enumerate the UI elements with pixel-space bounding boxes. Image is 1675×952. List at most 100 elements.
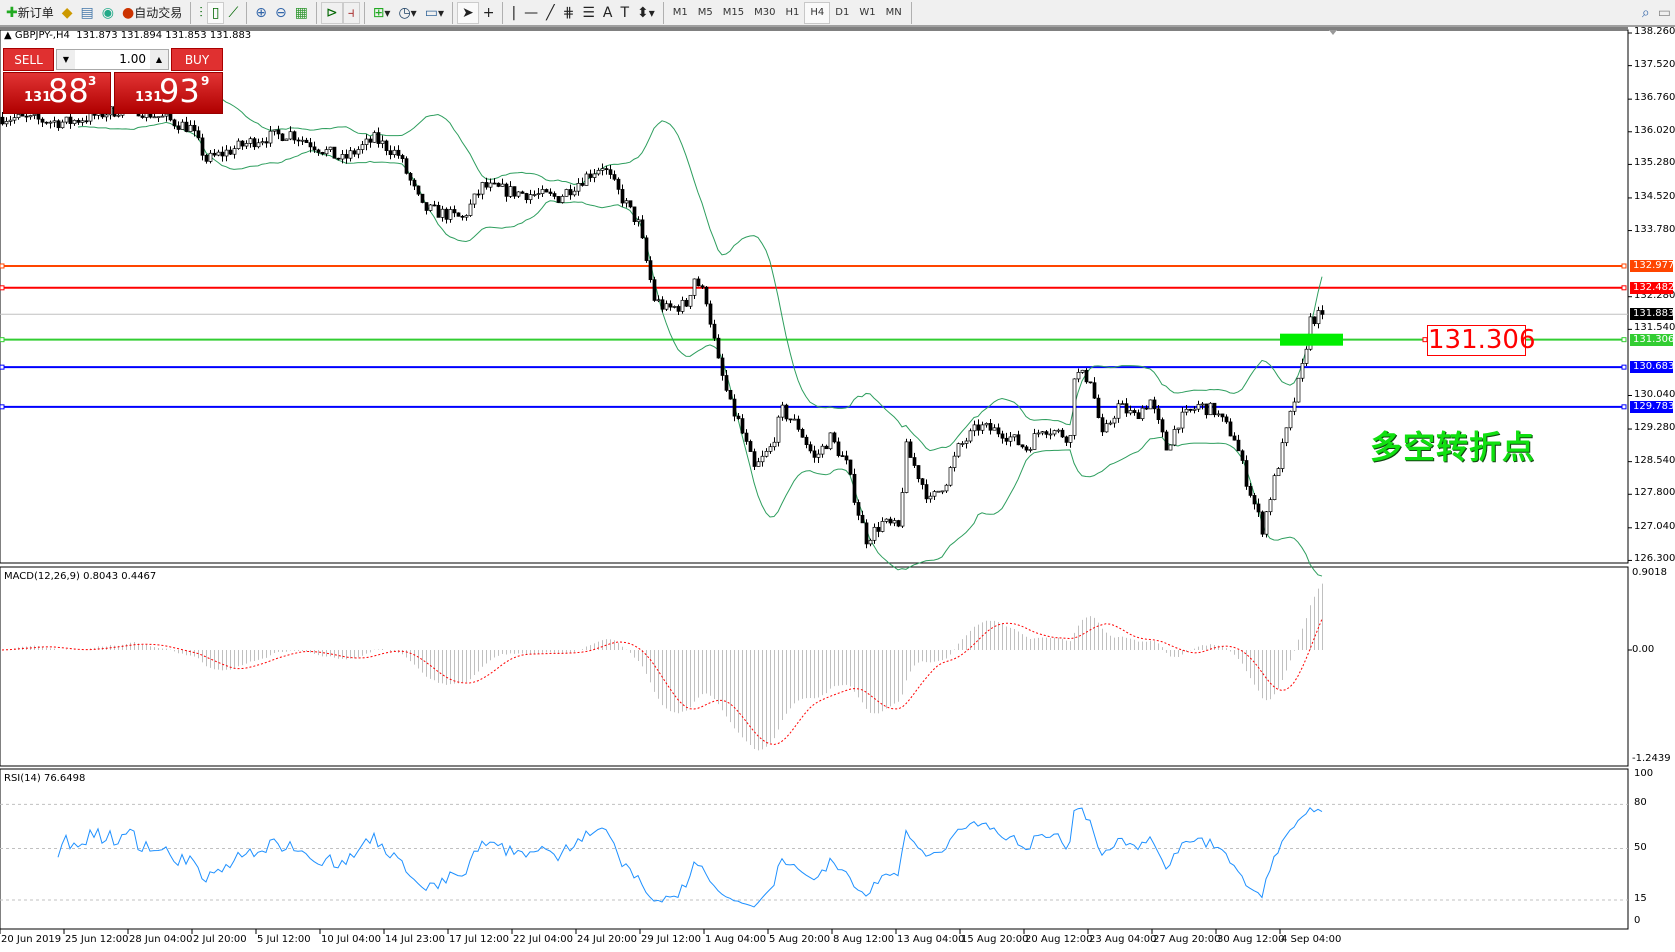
candle-bearish [432, 204, 437, 207]
timeframe-m1[interactable]: M1 [672, 7, 688, 18]
candle-bullish [1200, 403, 1205, 406]
candle-bearish [988, 423, 993, 431]
price-annotation-label[interactable]: 131.306 [1427, 325, 1536, 356]
signal-icon: ◉ [101, 4, 114, 21]
candle-bullish [12, 117, 17, 121]
candle-bearish [68, 116, 73, 124]
candle-bullish [928, 495, 933, 500]
timeframe-w1[interactable]: W1 [859, 7, 876, 18]
horizontal-line-button[interactable]: — [520, 2, 542, 24]
chat-button[interactable]: ▭ [1654, 2, 1675, 24]
sell-button[interactable]: SELL [3, 48, 54, 71]
candle-bullish [636, 219, 641, 222]
trendline-button[interactable]: ╱ [542, 2, 558, 24]
collapse-triangle-icon[interactable]: ▲ [4, 30, 15, 41]
candle-bullish [216, 151, 221, 156]
timeframe-d1[interactable]: D1 [835, 7, 850, 18]
equidistant-channel-button[interactable]: ⋕ [559, 2, 579, 24]
chart-shift-button[interactable]: ⫞ [342, 1, 360, 24]
timeframe-m15[interactable]: M15 [722, 7, 745, 18]
candle-bullish [1292, 401, 1297, 412]
lot-decrease-button[interactable]: ▼ [57, 50, 75, 69]
price-tick-label: 127.040 [1634, 520, 1675, 532]
bar-chart-button[interactable]: ⫶ [195, 2, 207, 24]
vertical-line-button[interactable]: | [507, 2, 520, 24]
candle-bearish [712, 323, 717, 339]
navigator-button[interactable]: ▤ [77, 2, 98, 24]
lot-value[interactable]: 1.00 [119, 52, 146, 66]
level-anchor-handle [1621, 364, 1627, 370]
candle-bearish [1164, 431, 1169, 451]
periods-dropdown[interactable]: ◷ ▾ [398, 4, 417, 21]
candlestick-button[interactable]: ▯ [206, 1, 225, 24]
candle-bearish [368, 138, 373, 143]
auto-scroll-button[interactable]: ⊳ [320, 1, 343, 24]
candle-bearish [376, 132, 381, 144]
candle-bearish [848, 459, 853, 475]
zoom-out-button[interactable]: ⊖ [271, 2, 291, 24]
indicators-dropdown[interactable]: ⊞ ▾ [372, 4, 391, 21]
text-label-button[interactable]: T [616, 2, 633, 24]
timeframe-h4[interactable]: H4 [804, 1, 831, 24]
candle-bearish [292, 131, 297, 141]
timeframe-mn[interactable]: MN [885, 7, 902, 18]
arrows-dropdown[interactable]: ⬍ ▾ [637, 4, 655, 21]
timeframe-m5[interactable]: M5 [697, 7, 713, 18]
auto-trading-button[interactable]: ● 自动交易 [121, 4, 183, 21]
tile-windows-button[interactable]: ▦ [291, 2, 312, 24]
lot-size-input[interactable]: ▼ 1.00 ▲ [56, 49, 169, 70]
candle-bullish [4, 121, 9, 125]
zoom-in-button[interactable]: ⊕ [251, 2, 271, 24]
crosshair-button[interactable]: + [479, 2, 499, 24]
cursor-button[interactable]: ➤ [456, 1, 479, 24]
line-chart-icon: ⟋ [228, 4, 239, 21]
new-order-button[interactable]: ✚ 新订单 [6, 4, 54, 21]
candle-bearish [484, 182, 489, 188]
candle-bearish [740, 418, 745, 434]
price-tick-label: 137.520 [1634, 58, 1675, 70]
candle-bearish [604, 168, 609, 171]
ask-prefix: 131 [135, 90, 163, 105]
candle-bearish [476, 193, 481, 196]
line-chart-button[interactable]: ⟋ [224, 2, 242, 24]
templates-dropdown[interactable]: ▭ ▾ [424, 4, 444, 21]
candle-bullish [952, 455, 957, 468]
candle-bullish [904, 441, 909, 493]
market-watch-button[interactable]: ◆ [58, 2, 77, 24]
candle-bullish [816, 453, 821, 458]
macd-panel-border [0, 566, 1629, 767]
tile-icon: ▦ [294, 4, 308, 21]
candle-bearish [836, 441, 841, 456]
timeframe-h1[interactable]: H1 [785, 7, 800, 18]
timeframe-m30[interactable]: M30 [754, 7, 776, 18]
template-icon: ▭ [424, 4, 438, 21]
rsi-line [57, 807, 1323, 908]
candle-bullish [300, 139, 305, 142]
candle-bearish [1064, 436, 1069, 443]
time-label: 28 Jun 04:00 [129, 934, 193, 945]
candle-bearish [1256, 503, 1261, 513]
time-label: 17 Jul 12:00 [449, 934, 509, 945]
candle-bearish [492, 182, 497, 185]
ask-price[interactable]: 131 93 9 [114, 72, 223, 114]
candle-bearish [0, 116, 5, 125]
lot-increase-button[interactable]: ▲ [150, 50, 168, 69]
time-label: 1 Aug 04:00 [705, 934, 767, 945]
buy-button[interactable]: BUY [171, 48, 223, 71]
clock-icon: ◷ [398, 4, 411, 21]
candle-bearish [588, 173, 593, 178]
candle-bullish [672, 306, 677, 308]
signals-button[interactable]: ◉ [98, 2, 118, 24]
bid-price[interactable]: 131 88 3 [3, 72, 111, 114]
candle-bullish [64, 116, 69, 123]
candle-bearish [1144, 407, 1149, 410]
fibonacci-button[interactable]: ☰ [578, 2, 599, 24]
candle-bullish [80, 120, 85, 123]
toolbar-separator [502, 1, 504, 24]
reversal-point-annotation[interactable]: 多空转折点 [1370, 428, 1536, 466]
candle-bullish [688, 294, 693, 307]
candle-bullish [48, 121, 53, 124]
search-button[interactable]: ⌕ [1638, 2, 1654, 24]
text-button[interactable]: A [599, 2, 617, 24]
